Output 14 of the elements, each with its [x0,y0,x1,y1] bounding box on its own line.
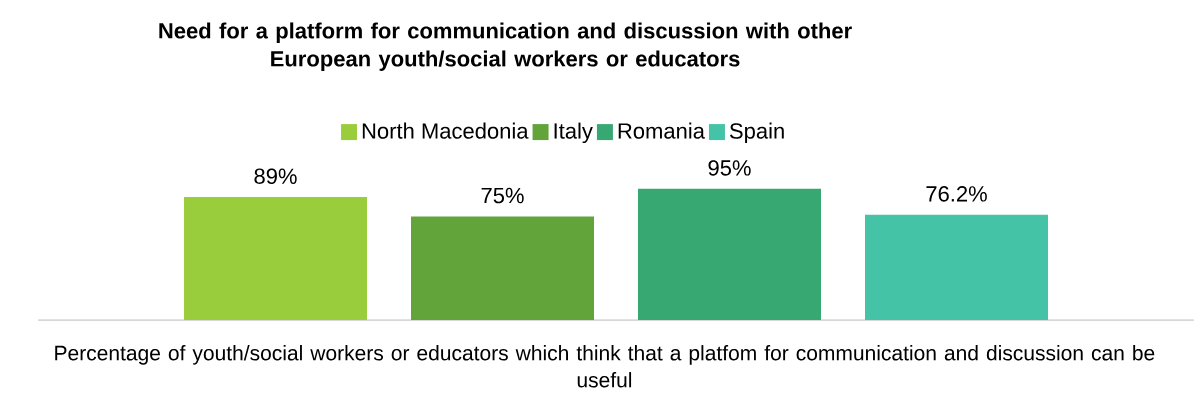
data-label: 75% [481,187,524,204]
bar [638,188,822,320]
bar [411,216,595,320]
chart-title: Need for a platform for communication and discussion with other European youth/social workers or educators [159,22,852,71]
bar [865,214,1049,320]
data-label: 89% [254,168,297,184]
legend-label: North Macedonia [362,122,529,139]
x-axis-title: Percentage of youth/social workers or educators which think that a platfom for communication and discussion can be useful [55,345,1155,388]
legend-label: Italy [554,122,593,144]
data-label: 76.2% [926,186,987,202]
data-label: 95% [708,160,751,176]
legend-label: Spain [729,122,784,144]
legend-label: Romania [618,122,705,139]
bar [184,197,368,320]
